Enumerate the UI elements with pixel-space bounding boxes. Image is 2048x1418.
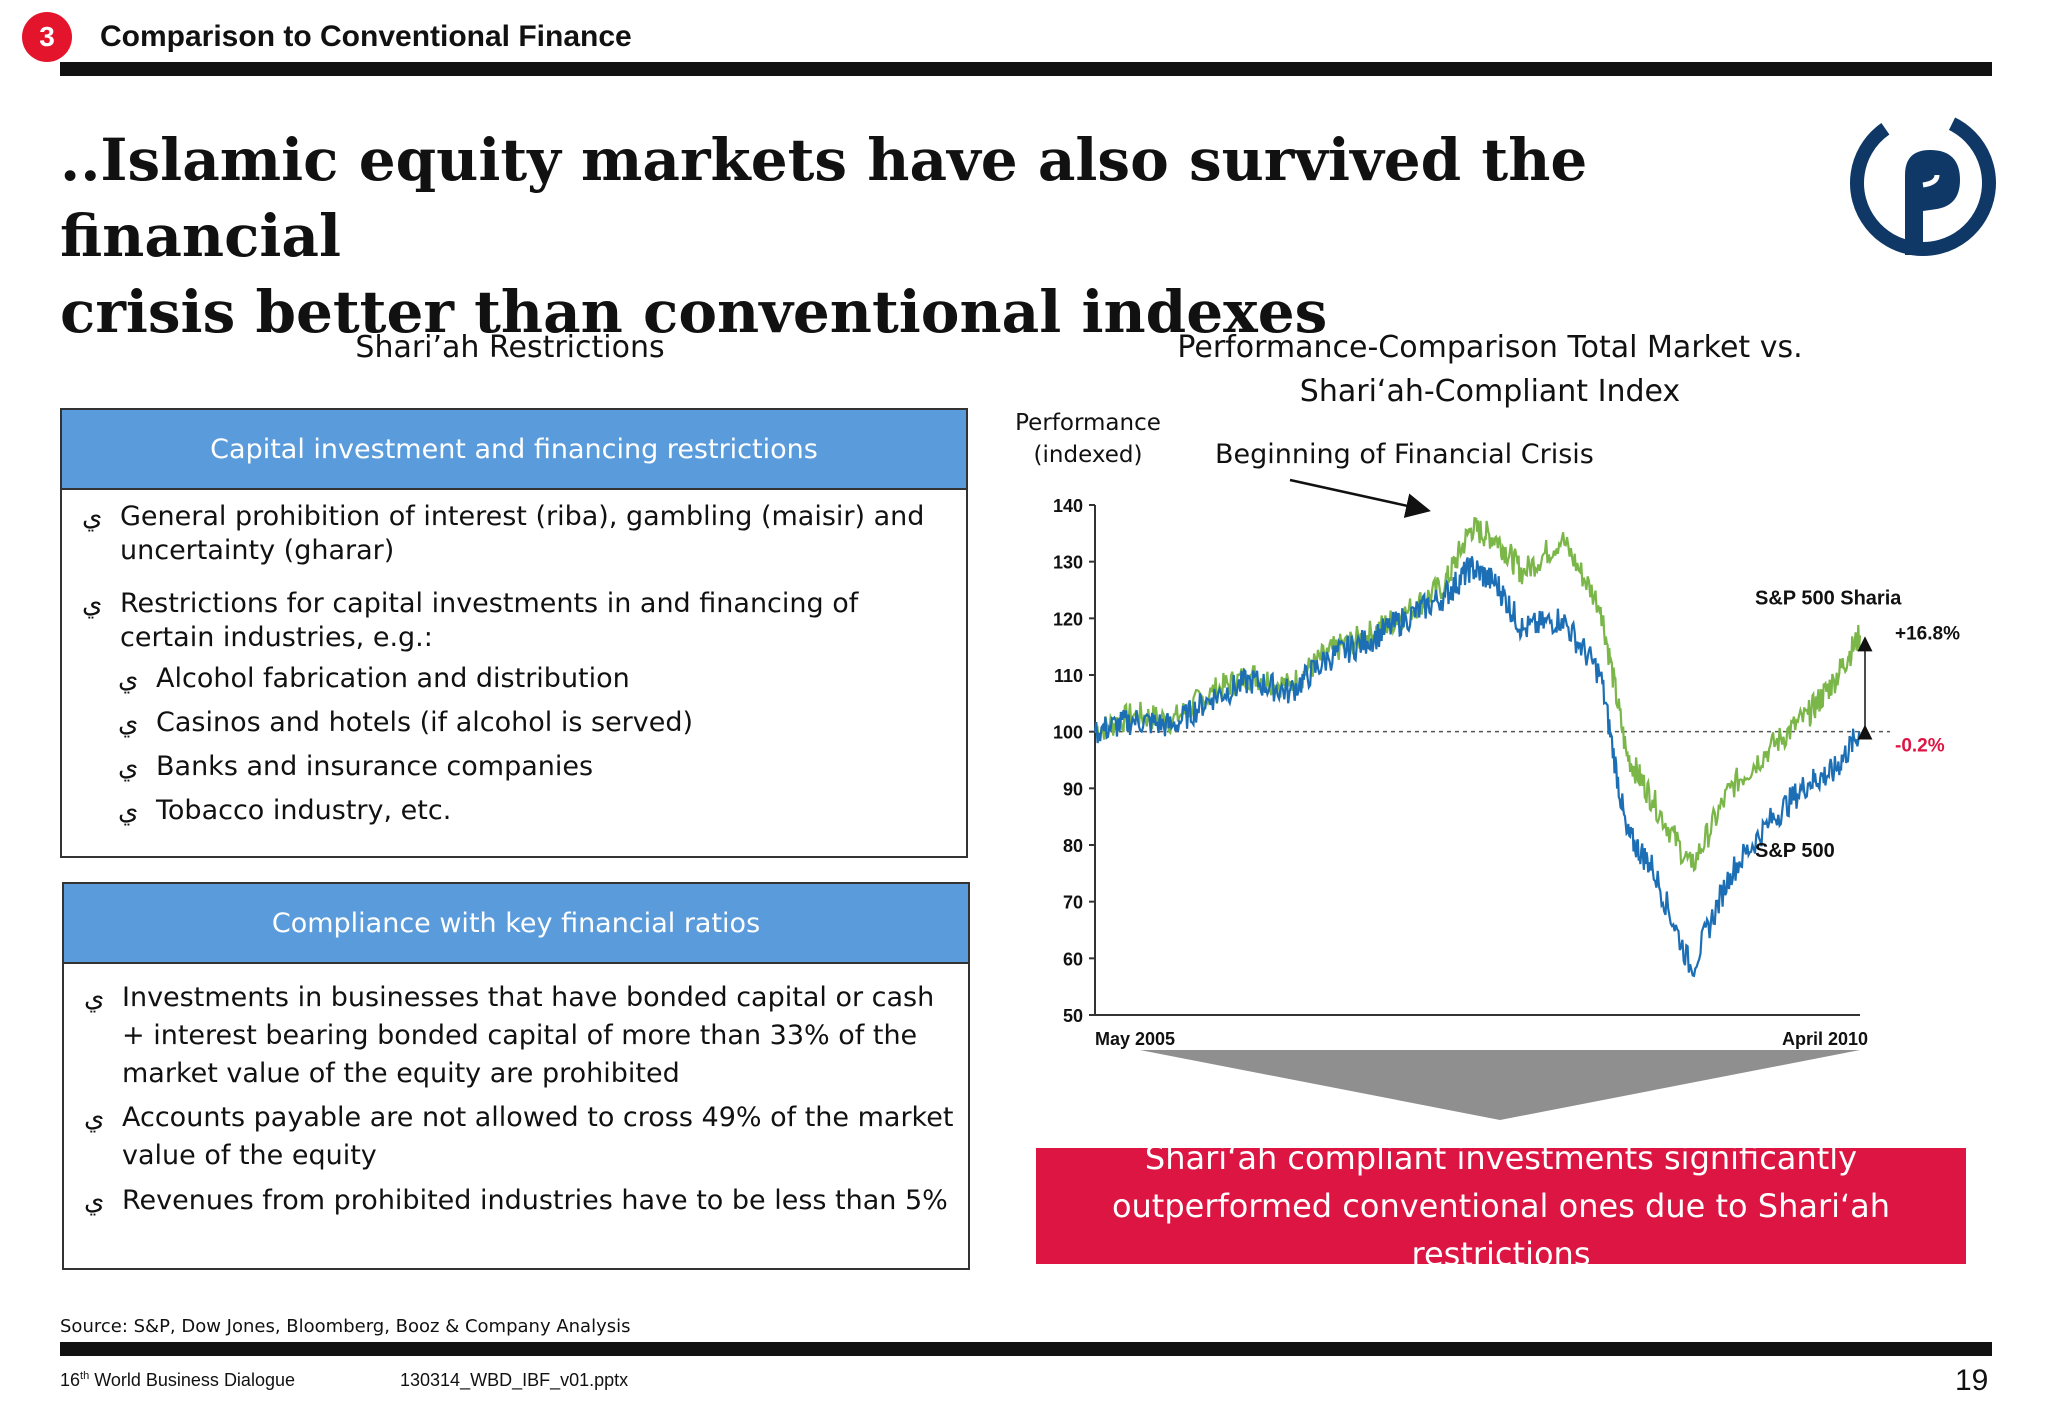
bullet-text: Alcohol fabrication and distribution	[156, 663, 630, 694]
series-name-label: S&P 500 Sharia	[1755, 587, 1902, 609]
annotation-arrow	[1289, 478, 1431, 518]
series-name-label: S&P 500	[1755, 840, 1835, 862]
slide-title-line-2: crisis better than conventional indexes	[60, 278, 1328, 346]
bullet-text: Restrictions for capital investments in …	[120, 588, 859, 653]
bullet-marker: ي	[118, 796, 139, 826]
bullet-marker: ي	[82, 589, 103, 619]
shariah-restrictions-heading: Shari’ah Restrictions	[355, 330, 665, 365]
y-tick-label: 120	[1053, 609, 1083, 629]
series-group	[1093, 517, 1862, 978]
y-tick-label: 70	[1063, 893, 1083, 913]
bullet-marker: ي	[84, 1186, 105, 1216]
bullet-text: General prohibition of interest (riba), …	[120, 501, 925, 566]
y-axis-label-line-2: (indexed)	[1034, 442, 1143, 468]
slide-title: ..Islamic equity markets have also survi…	[60, 122, 1840, 350]
series-line-1	[1093, 556, 1861, 978]
y-axis-label-line-1: Performance	[1015, 410, 1161, 436]
y-tick-label: 50	[1063, 1006, 1083, 1026]
bullet-text: Banks and insurance companies	[156, 751, 594, 782]
footer-file-name: 130314_WBD_IBF_v01.pptx	[400, 1370, 629, 1390]
bullet-text: Revenues from prohibited industries have…	[122, 1185, 948, 1216]
conclusion-callout: Shari‘ah compliant investments significa…	[1036, 1139, 1966, 1273]
y-tick-label: 140	[1053, 496, 1083, 516]
bullet-item: ي Accounts payable are not allowed to cr…	[84, 1099, 954, 1175]
footer-event-rest: World Business Dialogue	[89, 1370, 295, 1390]
source-note: Source: S&P, Dow Jones, Bloomberg, Booz …	[60, 1316, 631, 1337]
company-logo-icon	[1850, 110, 1996, 256]
bottom-divider	[60, 1342, 1992, 1356]
y-tick-label: 100	[1053, 723, 1083, 743]
bullet-marker: ي	[118, 708, 139, 738]
y-tick-label: 60	[1063, 949, 1083, 969]
y-tick-label: 130	[1053, 553, 1083, 573]
bullet-text: Investments in businesses that have bond…	[122, 982, 935, 1089]
bullet-marker: ي	[118, 664, 139, 694]
capital-restrictions-header: Capital investment and financing restric…	[62, 410, 966, 490]
y-tick-label: 90	[1063, 779, 1083, 799]
page-number: 19	[1955, 1364, 1989, 1397]
top-divider	[60, 62, 1992, 76]
down-arrow-shape	[1140, 1050, 1860, 1120]
sub-bullet-item: ي Banks and insurance companies	[118, 750, 918, 784]
bullet-marker: ي	[118, 752, 139, 782]
bullet-item: ي Investments in businesses that have bo…	[84, 979, 954, 1093]
bullet-marker: ي	[84, 1103, 105, 1133]
bullet-item: ي General prohibition of interest (riba)…	[82, 500, 942, 568]
footer-event-prefix: 16	[60, 1370, 81, 1390]
bullet-item: ي Restrictions for capital investments i…	[82, 587, 942, 655]
financial-ratios-header: Compliance with key financial ratios	[64, 884, 968, 964]
x-tick-label-start: May 2005	[1095, 1029, 1175, 1049]
bullet-text: Accounts payable are not allowed to cros…	[122, 1102, 954, 1171]
y-tick-label: 80	[1063, 836, 1083, 856]
series-end-label: -0.2%	[1895, 736, 1945, 757]
bullet-marker: ي	[82, 502, 103, 532]
bullet-text: Casinos and hotels (if alcohol is served…	[156, 707, 694, 738]
capital-restrictions-box: Capital investment and financing restric…	[60, 408, 968, 858]
performance-line-chart: Performance (indexed) Beginning of Finan…	[1015, 410, 1960, 1049]
series-end-label: +16.8%	[1895, 623, 1960, 644]
section-number-badge: 3	[22, 12, 72, 62]
footer-event: 16th World Business Dialogue	[60, 1370, 295, 1391]
performance-heading-line-2: Shari‘ah-Compliant Index	[1299, 374, 1681, 409]
series-labels: S&P 500 Sharia +16.8% S&P 500 -0.2%	[1755, 587, 1960, 862]
bullet-marker: ي	[84, 983, 105, 1013]
performance-heading-line-1: Performance-Comparison Total Market vs.	[1177, 330, 1803, 365]
series-line-0	[1094, 517, 1862, 873]
section-title: Comparison to Conventional Finance	[100, 20, 632, 53]
sub-bullet-item: ي Tobacco industry, etc.	[118, 794, 918, 828]
bullet-item: ي Revenues from prohibited industries ha…	[84, 1182, 954, 1220]
slide-title-line-1: ..Islamic equity markets have also survi…	[60, 126, 1588, 270]
financial-crisis-annotation: Beginning of Financial Crisis	[1215, 439, 1594, 470]
footer-event-sup: th	[80, 1370, 90, 1382]
reference-line-group	[1095, 478, 1890, 733]
x-tick-label-end: April 2010	[1782, 1029, 1868, 1049]
bullet-text: Tobacco industry, etc.	[156, 795, 452, 826]
sub-bullet-item: ي Casinos and hotels (if alcohol is serv…	[118, 706, 918, 740]
y-tick-label: 110	[1054, 666, 1083, 686]
chart-axes: 140 130 120 110 100 90 80 70 60 50 May 2005 April 2…	[1053, 496, 1868, 1049]
sub-bullet-item: ي Alcohol fabrication and distribution	[118, 662, 918, 696]
financial-ratios-box: Compliance with key financial ratios ي I…	[62, 882, 970, 1270]
